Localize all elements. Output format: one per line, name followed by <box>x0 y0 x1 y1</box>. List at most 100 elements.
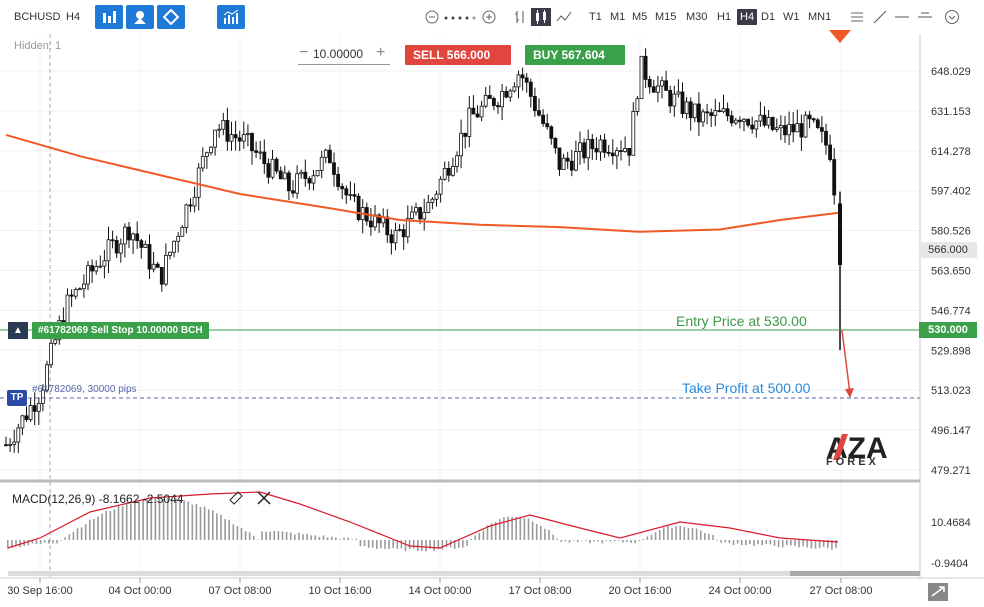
tf-d1[interactable]: D1 <box>761 11 776 23</box>
macd-bar <box>187 501 189 540</box>
candle-body <box>438 178 443 195</box>
period-label[interactable]: H4 <box>66 11 81 23</box>
horizontal-scrollbar[interactable] <box>8 571 920 576</box>
target-arrow-line <box>841 329 851 395</box>
fullscreen-button[interactable] <box>928 583 948 601</box>
tf-h1[interactable]: H1 <box>717 11 732 23</box>
candle-body <box>717 110 722 113</box>
candle-body <box>340 186 345 190</box>
buy-button[interactable]: BUY 567.604 <box>525 45 625 65</box>
candle-body <box>774 127 779 130</box>
candle-body <box>159 266 164 285</box>
candle-body <box>344 188 349 196</box>
macd-signal-line <box>7 491 839 549</box>
trendline-icon[interactable] <box>872 9 888 25</box>
zoom-out-icon[interactable] <box>424 9 440 25</box>
tf-m1[interactable]: M1 <box>610 11 626 23</box>
candle-body <box>606 151 611 154</box>
chevron-down-icon[interactable] <box>944 9 960 25</box>
candle-body <box>250 133 254 152</box>
zoom-slider-icon[interactable] <box>443 15 479 21</box>
sell-price: 566.000 <box>446 48 491 62</box>
horizontal-line-icon[interactable] <box>917 9 933 25</box>
tf-mn1[interactable]: MN1 <box>808 11 832 23</box>
macd-bar <box>576 540 579 543</box>
tf-m15[interactable]: M15 <box>655 11 677 23</box>
tf-w1[interactable]: W1 <box>783 11 800 23</box>
macd-bar <box>515 516 517 540</box>
macd-bar <box>175 498 177 540</box>
tf-h4[interactable]: H4 <box>737 9 758 25</box>
pencil-icon[interactable] <box>229 491 243 505</box>
price-chart[interactable]: 648.029 631.153 614.278 597.402 580.526 563.6… <box>0 34 984 607</box>
candles-type-button[interactable] <box>531 8 551 26</box>
order-anchor-icon[interactable]: ▲ <box>8 322 28 339</box>
macd-bar <box>564 540 567 542</box>
price-axis-label: 631.153 <box>931 106 971 118</box>
candle-body <box>795 123 800 133</box>
candle-body <box>356 195 361 220</box>
candle-body <box>151 263 156 270</box>
macd-bar <box>827 540 829 549</box>
macd-bar <box>134 501 136 540</box>
macd-bar <box>183 500 185 540</box>
take-profit-icon[interactable]: TP <box>7 390 27 406</box>
macd-bar <box>376 540 378 549</box>
close-icon[interactable] <box>257 491 271 505</box>
tf-t1[interactable]: T1 <box>589 11 602 23</box>
person-button[interactable] <box>126 5 154 29</box>
macd-bar <box>306 533 308 540</box>
macd-indicator-label[interactable]: MACD(12,26,9) -8.1662 -2.5044 <box>12 492 184 506</box>
tf-m5[interactable]: M5 <box>632 11 648 23</box>
quantity-increase-button[interactable]: + <box>376 44 386 61</box>
hidden-objects-label[interactable]: Hidden: 1 <box>14 40 62 52</box>
macd-bar <box>396 540 399 549</box>
tf-m30[interactable]: M30 <box>686 11 708 23</box>
bar-chart-button[interactable] <box>95 5 123 29</box>
macd-bar <box>97 516 99 540</box>
macd-bar <box>125 502 128 540</box>
drawing-button[interactable] <box>157 5 185 29</box>
quantity-decrease-button[interactable]: − <box>299 44 309 61</box>
quantity-value[interactable]: 10.00000 <box>313 47 364 61</box>
macd-bar <box>367 540 370 548</box>
macd-bar <box>474 535 476 540</box>
take-profit-order-label[interactable]: #61782069, 30000 pips <box>32 384 137 395</box>
macd-bar <box>421 540 423 552</box>
candle-body <box>656 85 660 93</box>
price-axis-label: 529.898 <box>931 345 971 357</box>
candle-body <box>697 103 701 123</box>
macd-bar <box>581 540 583 541</box>
zoom-in-icon[interactable] <box>481 9 497 25</box>
macd-bar <box>216 513 218 540</box>
candle-body <box>578 142 582 152</box>
candle-body <box>791 124 796 133</box>
macd-bar <box>765 540 768 544</box>
macd-bar <box>490 523 493 540</box>
macd-bar <box>642 538 645 540</box>
scrollbar-thumb[interactable] <box>790 571 920 576</box>
candle-body <box>545 123 550 128</box>
macd-bar <box>650 534 653 540</box>
macd-bar <box>76 528 79 540</box>
candle-body <box>82 283 86 290</box>
pending-order-label[interactable]: #61782069 Sell Stop 10.00000 BCH <box>32 322 209 339</box>
candle-body <box>41 389 45 404</box>
sell-button[interactable]: SELL 566.000 <box>405 45 511 65</box>
candle-body <box>430 198 435 203</box>
indicators-button[interactable] <box>217 5 245 29</box>
macd-bar <box>798 540 800 548</box>
macd-bar <box>519 516 522 540</box>
line-type-icon[interactable] <box>556 9 572 25</box>
macd-bar <box>212 510 214 540</box>
candle-body <box>721 108 726 113</box>
macd-bar <box>507 516 509 540</box>
bars-type-icon[interactable] <box>512 9 528 25</box>
macd-bar <box>453 540 456 549</box>
symbol-label[interactable]: BCHUSD <box>14 11 61 23</box>
macd-bar <box>56 540 58 544</box>
fibonacci-icon[interactable] <box>849 9 865 25</box>
hline-icon[interactable] <box>894 9 910 25</box>
macd-bar <box>322 535 325 540</box>
macd-bar <box>113 509 116 540</box>
